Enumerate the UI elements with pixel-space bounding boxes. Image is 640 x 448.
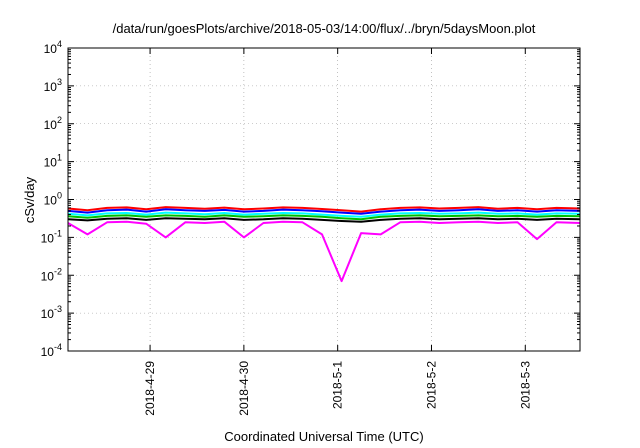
y-tick-label: 101: [44, 153, 62, 170]
series-line: [67, 208, 581, 215]
x-tick-label: 2018-4-30: [237, 361, 251, 416]
series-lines: [67, 206, 581, 283]
grid: [68, 48, 580, 351]
y-tick-label: 10-4: [41, 342, 62, 359]
x-tick-label: 2018-5-2: [424, 361, 438, 409]
y-tick-label: 103: [44, 77, 62, 94]
x-tick-label: 2018-5-1: [331, 361, 345, 409]
series-line: [67, 217, 581, 223]
y-tick-label: 10-3: [41, 304, 62, 321]
chart-title: /data/run/goesPlots/archive/2018-05-03/1…: [113, 21, 536, 36]
y-tick-label: 10-1: [41, 228, 62, 245]
series-line: [67, 211, 581, 218]
x-tick-label: 2018-4-29: [143, 361, 157, 416]
y-tick-label: 10-2: [41, 266, 62, 283]
y-tick-label: 102: [44, 115, 62, 132]
x-axis-label: Coordinated Universal Time (UTC): [224, 429, 423, 444]
series-line: [67, 206, 581, 213]
x-axis: 2018-4-29 2018-4-30 2018-5-1 2018-5-2 2018-5…: [143, 48, 532, 416]
y-axis-label: cSv/day: [22, 176, 37, 223]
series-line: [67, 220, 581, 283]
y-axis: 10-4 10-3 10-2 10-1 100 101 102 103 104: [41, 39, 580, 359]
x-tick-label: 2018-5-3: [518, 361, 532, 409]
y-tick-label: 100: [44, 191, 62, 208]
y-tick-label: 104: [44, 39, 62, 56]
series-line: [67, 214, 581, 221]
